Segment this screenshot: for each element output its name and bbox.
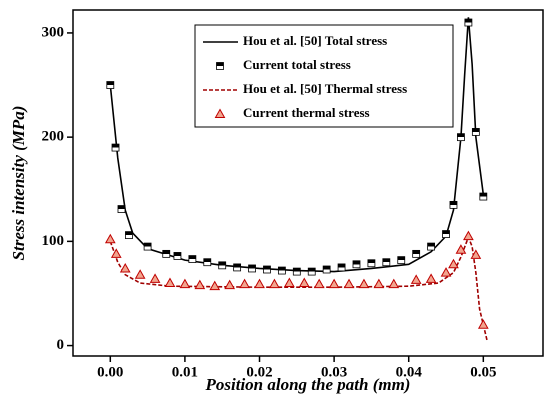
x-tick-label: 0.03 bbox=[321, 364, 347, 380]
triangle-marker bbox=[328, 278, 340, 289]
square-marker bbox=[292, 267, 301, 276]
square-marker bbox=[449, 200, 458, 209]
triangle-marker bbox=[410, 274, 422, 284]
triangle-marker bbox=[470, 249, 482, 259]
x-tick-label: 0.02 bbox=[246, 364, 272, 380]
legend-marker bbox=[214, 108, 226, 118]
y-tick-label: 300 bbox=[42, 24, 65, 40]
square-marker bbox=[173, 252, 182, 260]
square-marker bbox=[382, 258, 391, 267]
square-marker bbox=[277, 266, 286, 275]
square-marker bbox=[427, 242, 435, 251]
triangle-marker bbox=[239, 278, 250, 289]
square-marker bbox=[412, 249, 421, 258]
square-marker bbox=[471, 128, 480, 136]
triangle-marker bbox=[425, 273, 437, 283]
triangle-marker bbox=[119, 262, 131, 273]
square-marker bbox=[125, 231, 133, 240]
square-marker bbox=[143, 242, 152, 251]
triangle-marker bbox=[455, 244, 467, 254]
triangle-marker bbox=[179, 278, 191, 289]
square-marker bbox=[464, 18, 473, 27]
triangle-marker bbox=[388, 278, 400, 289]
square-marker bbox=[188, 255, 197, 263]
square-marker bbox=[117, 205, 126, 213]
triangle-marker bbox=[134, 269, 146, 279]
triangle-marker bbox=[298, 277, 310, 288]
square-marker bbox=[248, 264, 256, 273]
square-marker bbox=[367, 259, 376, 268]
square-marker bbox=[162, 249, 171, 258]
triangle-marker bbox=[110, 248, 122, 258]
x-tick-label: 0.04 bbox=[396, 364, 423, 380]
square-marker bbox=[322, 265, 331, 274]
x-axis-title: Position along the path (mm) bbox=[205, 375, 411, 394]
x-tick-label: 0.01 bbox=[172, 364, 198, 380]
square-marker bbox=[307, 267, 316, 276]
legend-marker bbox=[216, 62, 224, 70]
triangle-marker bbox=[209, 280, 221, 291]
triangle-marker bbox=[224, 279, 236, 290]
y-axis-title: Stress intensity (MPa) bbox=[9, 106, 28, 261]
triangle-marker bbox=[254, 278, 265, 289]
series-line bbox=[109, 17, 485, 273]
triangle-marker bbox=[164, 277, 176, 288]
square-marker bbox=[442, 230, 450, 238]
triangle-marker bbox=[283, 277, 295, 288]
triangle-marker bbox=[448, 258, 459, 269]
square-marker bbox=[111, 143, 120, 152]
triangle-marker bbox=[194, 279, 206, 290]
plot-frame bbox=[72, 9, 544, 357]
legend-label: Hou et al. [50] Total stress bbox=[243, 33, 387, 48]
triangle-marker bbox=[313, 278, 325, 289]
square-marker bbox=[337, 263, 346, 272]
square-marker bbox=[457, 133, 465, 142]
triangle-marker bbox=[373, 278, 385, 289]
square-marker bbox=[106, 81, 115, 89]
square-marker bbox=[263, 265, 271, 274]
square-marker bbox=[218, 261, 227, 270]
x-tick-label: 0.00 bbox=[97, 364, 123, 380]
y-tick-label: 0 bbox=[57, 337, 65, 353]
square-marker bbox=[203, 258, 212, 267]
triangle-marker bbox=[358, 278, 370, 289]
y-tick-label: 200 bbox=[42, 129, 65, 145]
square-marker bbox=[397, 256, 406, 265]
legend-label: Current thermal stress bbox=[243, 105, 370, 120]
triangle-marker bbox=[149, 273, 161, 283]
y-tick-label: 100 bbox=[42, 233, 65, 249]
series-line bbox=[109, 234, 488, 341]
legend-label: Hou et al. [50] Thermal stress bbox=[243, 81, 407, 96]
triangle-marker bbox=[343, 278, 355, 289]
square-marker bbox=[479, 192, 488, 201]
legend-label: Current total stress bbox=[243, 57, 351, 72]
square-marker bbox=[352, 260, 361, 269]
triangle-marker bbox=[104, 233, 116, 244]
triangle-marker bbox=[463, 230, 474, 241]
triangle-marker bbox=[269, 278, 280, 289]
triangle-marker bbox=[440, 267, 452, 277]
x-tick-label: 0.05 bbox=[470, 364, 496, 380]
square-marker bbox=[233, 263, 242, 272]
triangle-marker bbox=[477, 319, 489, 329]
